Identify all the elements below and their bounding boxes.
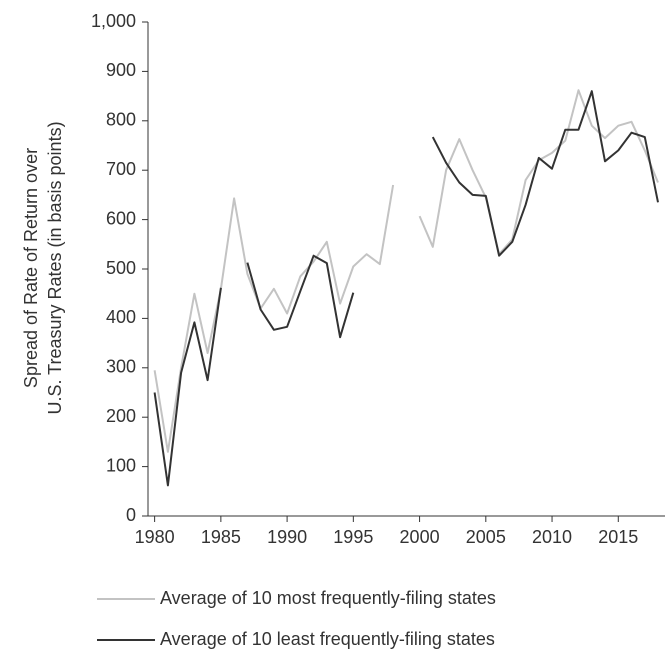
legend-label: Average of 10 least frequently-filing st… xyxy=(160,629,495,649)
x-tick-label: 1995 xyxy=(333,527,373,547)
y-tick-label: 100 xyxy=(106,455,136,475)
y-tick-label: 900 xyxy=(106,60,136,80)
y-tick-label: 600 xyxy=(106,208,136,228)
y-tick-label: 700 xyxy=(106,159,136,179)
series-line xyxy=(153,89,659,453)
series-line xyxy=(153,90,659,487)
legend-label: Average of 10 most frequently-filing sta… xyxy=(160,588,496,608)
x-tick-label: 2000 xyxy=(400,527,440,547)
y-tick-label: 500 xyxy=(106,258,136,278)
y-label-line: Spread of Rate of Return over xyxy=(21,148,41,388)
y-tick-label: 1,000 xyxy=(91,11,136,31)
y-tick-label: 400 xyxy=(106,307,136,327)
x-tick-label: 2015 xyxy=(598,527,638,547)
x-tick-label: 1980 xyxy=(135,527,175,547)
y-label-line: U.S. Treasury Rates (in basis points) xyxy=(45,121,65,414)
x-tick-label: 2005 xyxy=(466,527,506,547)
x-tick-label: 1990 xyxy=(267,527,307,547)
y-tick-label: 200 xyxy=(106,406,136,426)
y-tick-label: 0 xyxy=(126,505,136,525)
x-tick-label: 1985 xyxy=(201,527,241,547)
x-tick-label: 2010 xyxy=(532,527,572,547)
y-tick-label: 800 xyxy=(106,110,136,130)
y-axis-title: Spread of Rate of Return over U.S. Treas… xyxy=(21,121,65,414)
y-tick-label: 300 xyxy=(106,357,136,377)
